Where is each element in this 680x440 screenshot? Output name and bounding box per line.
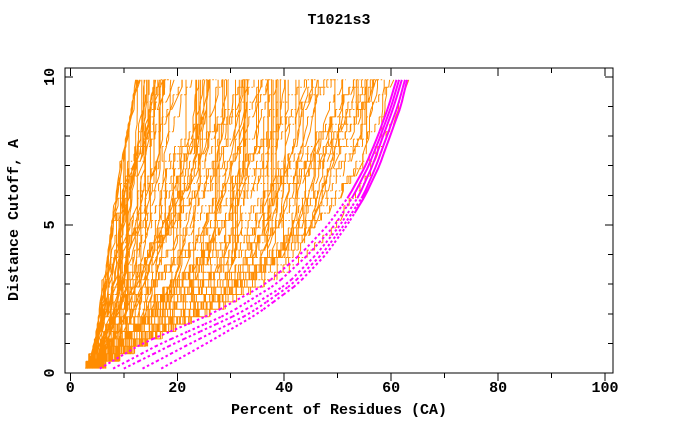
x-tick-label: 40	[275, 380, 293, 397]
bundle-curve-dotted-segments	[85, 79, 403, 362]
tick-labels: 0 20 40 60 80 100 0 5 10	[42, 68, 619, 397]
y-axis-label: Distance Cutoff, A	[6, 139, 23, 301]
highlight-curve-segments	[346, 79, 409, 214]
bundle-curve-segments	[84, 79, 410, 369]
y-tick-label: 5	[42, 220, 59, 229]
y-tick-label: 10	[42, 68, 59, 86]
x-tick-label: 20	[168, 380, 186, 397]
y-tick-label: 0	[42, 368, 59, 377]
model-curves-bundle	[84, 79, 410, 369]
x-tick-label: 0	[66, 380, 75, 397]
x-tick-label: 60	[382, 380, 400, 397]
highlight-curve-dotted-segments	[99, 197, 363, 370]
axis-box-and-ticks	[64, 67, 614, 381]
chart-title: T1021s3	[307, 12, 370, 29]
highlighted-model-curves	[99, 79, 409, 370]
axes-frame	[64, 67, 614, 381]
x-tick-label: 80	[489, 380, 507, 397]
x-tick-label: 100	[591, 380, 618, 397]
x-axis-label: Percent of Residues (CA)	[231, 402, 447, 419]
